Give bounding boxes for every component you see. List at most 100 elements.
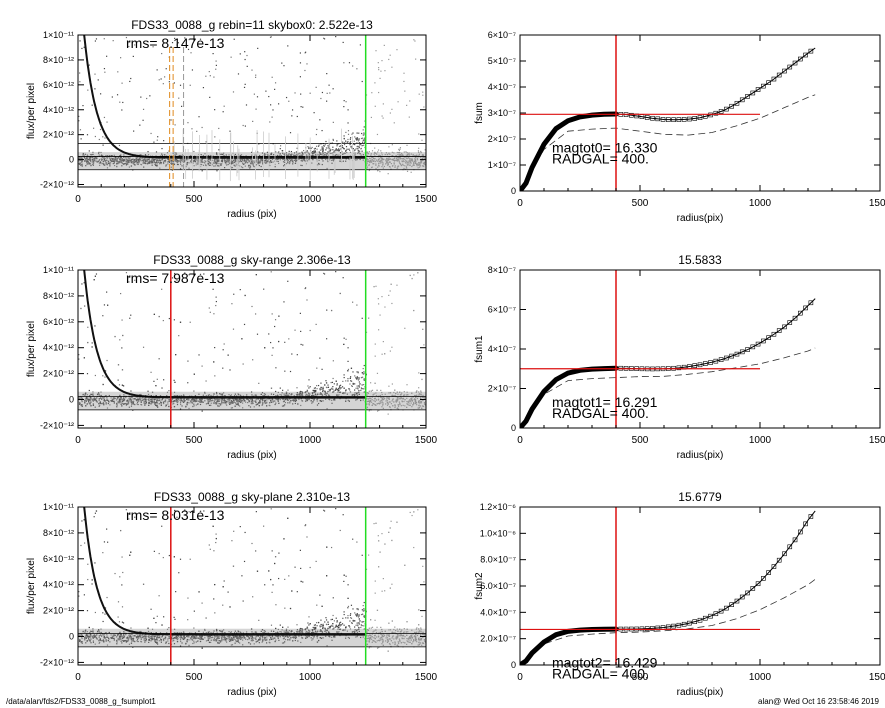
sky-point (370, 390, 372, 392)
sky-point (288, 393, 290, 395)
sky-point (319, 357, 321, 359)
sky-point (174, 37, 176, 40)
sky-point (347, 380, 349, 382)
sky-point (122, 385, 125, 387)
sky-point (244, 58, 246, 61)
sky-point (343, 152, 345, 154)
sky-point (321, 163, 323, 166)
sky-point (320, 400, 322, 402)
sky-point (298, 398, 300, 400)
sky-point (108, 401, 110, 403)
sky-point (139, 124, 141, 126)
sky-point (348, 62, 351, 64)
sky-point (116, 163, 118, 165)
sky-point (399, 157, 402, 159)
sky-point (93, 397, 95, 399)
sky-point (408, 152, 410, 154)
sky-point (339, 391, 342, 393)
sky-point (98, 154, 100, 156)
sky-point (373, 400, 375, 402)
sky-point (118, 162, 120, 164)
sky-point (88, 389, 90, 392)
sky-point (200, 154, 202, 156)
sky-point (173, 400, 175, 402)
sky-point (304, 52, 306, 54)
fsum-marker (644, 115, 650, 120)
sky-point (388, 158, 390, 161)
sky-point (402, 404, 404, 406)
sky-point (363, 126, 365, 128)
sky-point (271, 398, 273, 400)
sky-point (236, 403, 238, 406)
sky-point (337, 390, 339, 392)
sky-point (277, 400, 279, 403)
sky-point (368, 397, 371, 399)
sky-point (393, 122, 395, 124)
sky-point (380, 70, 382, 72)
sky-point (301, 164, 303, 167)
fsum-marker (734, 100, 740, 106)
sky-point (262, 395, 264, 397)
sky-point (288, 153, 290, 155)
sky-point (332, 388, 334, 390)
sky-point (251, 398, 253, 400)
sky-point (179, 168, 182, 170)
sky-point (347, 138, 349, 141)
sky-point (308, 395, 311, 397)
sky-point (424, 161, 426, 163)
sky-point (406, 104, 408, 106)
sky-point (301, 154, 303, 157)
sky-point (287, 399, 289, 401)
sky-point (366, 162, 368, 164)
sky-point (160, 163, 162, 165)
sky-point (215, 152, 218, 154)
sky-point (200, 163, 203, 166)
sky-point (175, 152, 177, 154)
sky-point (180, 158, 183, 160)
sky-point (260, 159, 262, 161)
sky-point (343, 374, 345, 376)
sky-point (407, 162, 409, 164)
sky-point (197, 158, 200, 160)
sky-point (384, 353, 386, 355)
sky-point (168, 161, 171, 164)
sky-point (373, 163, 375, 165)
sky-point (100, 151, 102, 154)
sky-point (284, 401, 287, 404)
sky-point (309, 329, 311, 332)
sky-point (92, 393, 94, 395)
sky-point (321, 388, 323, 391)
sky-point (96, 161, 98, 163)
sky-point (251, 305, 253, 308)
sky-point (378, 160, 380, 162)
sky-point (342, 160, 344, 162)
sky-point (392, 395, 394, 397)
sky-point (256, 398, 259, 400)
sky-point (309, 386, 311, 388)
sky-point (156, 161, 158, 163)
sky-point (278, 340, 280, 343)
sky-point (126, 162, 128, 165)
sky-point (218, 400, 221, 402)
sky-point (128, 159, 130, 161)
sky-point (306, 398, 308, 400)
sky-point (420, 393, 422, 395)
sky-point (345, 146, 348, 148)
sky-point (94, 399, 96, 401)
sky-point (381, 397, 383, 399)
sky-point (321, 146, 323, 148)
sky-point (147, 151, 149, 153)
sky-point (171, 398, 173, 400)
sky-point (367, 153, 370, 155)
sky-point (116, 158, 119, 160)
sky-point (415, 402, 417, 405)
sky-point (222, 154, 225, 156)
sky-point (168, 405, 170, 408)
sky-point (147, 163, 149, 165)
sky-point (108, 162, 110, 164)
sky-point (187, 382, 189, 384)
sky-point (171, 277, 174, 279)
sky-point (115, 156, 117, 159)
sky-point (155, 162, 157, 164)
sky-point (290, 400, 292, 402)
